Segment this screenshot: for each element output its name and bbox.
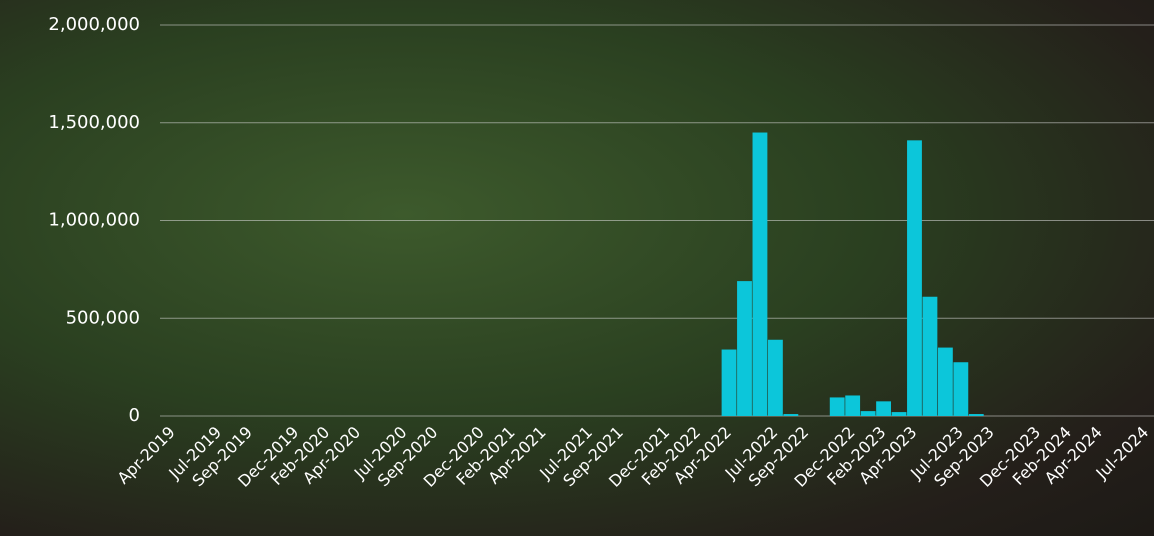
x-tick-label: Apr-2019 [114, 423, 179, 488]
bar [907, 140, 922, 416]
bar [752, 132, 768, 416]
y-tick-label: 1,500,000 [48, 112, 140, 133]
bar [737, 281, 752, 416]
y-tick-label: 500,000 [66, 307, 140, 328]
bar [860, 411, 876, 416]
bar [953, 362, 969, 416]
bar [968, 414, 984, 416]
bar [891, 412, 907, 416]
y-tick-label: 0 [129, 405, 140, 426]
bar [783, 414, 799, 416]
bar [845, 395, 861, 416]
bar [876, 401, 891, 416]
bar [721, 349, 737, 416]
bar [937, 347, 953, 416]
y-tick-label: 2,000,000 [48, 14, 140, 35]
bar [829, 397, 845, 416]
bar [767, 339, 783, 416]
bar [922, 296, 938, 416]
y-tick-label: 1,000,000 [48, 210, 140, 231]
